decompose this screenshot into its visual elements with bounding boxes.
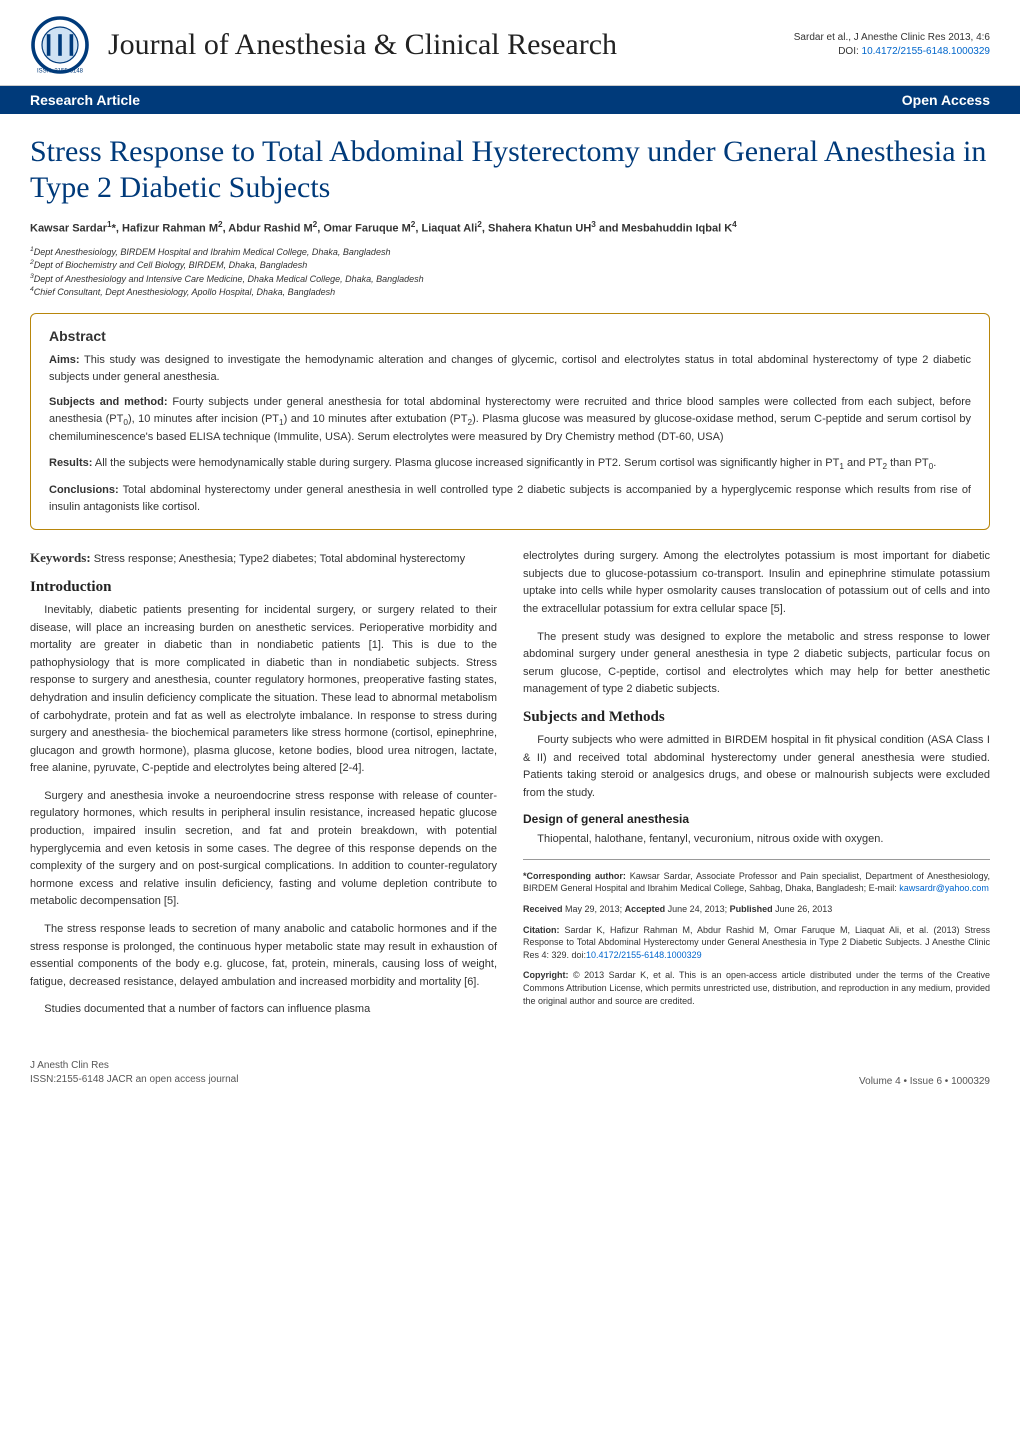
doi-line: DOI: 10.4172/2155-6148.1000329 (794, 45, 990, 59)
abstract-conclusions: Conclusions: Total abdominal hysterectom… (49, 482, 971, 515)
affiliation-2: 2Dept of Biochemistry and Cell Biology, … (30, 258, 990, 272)
subjects-para: Fourty subjects who were admitted in BIR… (523, 732, 990, 802)
citation-block: Citation: Sardar K, Hafizur Rahman M, Ab… (523, 924, 990, 962)
abstract-box: Abstract Aims: This study was designed t… (30, 313, 990, 530)
abstract-heading: Abstract (49, 328, 971, 344)
journal-logo-icon: ISSN: 2155-6148 (30, 15, 90, 75)
copyright-block: Copyright: © 2013 Sardar K, et al. This … (523, 969, 990, 1007)
footer-issn: ISSN:2155-6148 JACR an open access journ… (30, 1073, 238, 1087)
abstract-results: Results: All the subjects were hemodynam… (49, 455, 971, 474)
abstract-aims: Aims: This study was designed to investi… (49, 352, 971, 385)
right-lead-para-1: electrolytes during surgery. Among the e… (523, 548, 990, 618)
page-footer: J Anesth Clin Res ISSN:2155-6148 JACR an… (0, 1049, 1020, 1105)
affiliation-3: 3Dept of Anesthesiology and Intensive Ca… (30, 272, 990, 286)
footer-right: Volume 4 • Issue 6 • 1000329 (859, 1076, 990, 1087)
info-divider-1 (523, 859, 990, 860)
received-dates-block: Received May 29, 2013; Accepted June 24,… (523, 903, 990, 916)
article-type-band: Research Article Open Access (0, 86, 1020, 114)
affiliation-4: 4Chief Consultant, Dept Anesthesiology, … (30, 285, 990, 299)
footer-journal-abbr: J Anesth Clin Res (30, 1059, 238, 1073)
band-right: Open Access (902, 92, 990, 108)
page-header: ISSN: 2155-6148 Journal of Anesthesia & … (0, 0, 1020, 86)
corresponding-author-block: *Corresponding author: Kawsar Sardar, As… (523, 870, 990, 895)
subjects-methods-heading: Subjects and Methods (523, 709, 990, 726)
citation-text: Sardar et al., J Anesthe Clinic Res 2013… (794, 31, 990, 45)
two-column-body: Keywords: Stress response; Anesthesia; T… (30, 548, 990, 1029)
main-content: Stress Response to Total Abdominal Hyste… (0, 114, 1020, 1049)
doi-link[interactable]: 10.4172/2155-6148.1000329 (862, 46, 990, 57)
affiliations: 1Dept Anesthesiology, BIRDEM Hospital an… (30, 245, 990, 299)
left-column: Keywords: Stress response; Anesthesia; T… (30, 548, 497, 1029)
abstract-methods: Subjects and method: Fourty subjects und… (49, 394, 971, 446)
introduction-heading: Introduction (30, 579, 497, 596)
right-lead-para-2: The present study was designed to explor… (523, 629, 990, 699)
svg-text:ISSN: 2155-6148: ISSN: 2155-6148 (37, 69, 84, 75)
footer-left: J Anesth Clin Res ISSN:2155-6148 JACR an… (30, 1059, 238, 1087)
right-column: electrolytes during surgery. Among the e… (523, 548, 990, 1029)
design-heading: Design of general anesthesia (523, 812, 990, 826)
keywords-line: Keywords: Stress response; Anesthesia; T… (30, 548, 497, 569)
intro-para-2: Surgery and anesthesia invoke a neuroend… (30, 788, 497, 911)
affiliation-1: 1Dept Anesthesiology, BIRDEM Hospital an… (30, 245, 990, 259)
intro-para-4: Studies documented that a number of fact… (30, 1001, 497, 1019)
intro-para-1: Inevitably, diabetic patients presenting… (30, 602, 497, 778)
journal-title: Journal of Anesthesia & Clinical Researc… (108, 28, 794, 62)
band-left: Research Article (30, 92, 140, 108)
design-para: Thiopental, halothane, fentanyl, vecuron… (523, 831, 990, 849)
paper-title: Stress Response to Total Abdominal Hyste… (30, 134, 990, 206)
authors-line: Kawsar Sardar1*, Hafizur Rahman M2, Abdu… (30, 220, 990, 235)
header-citation: Sardar et al., J Anesthe Clinic Res 2013… (794, 31, 990, 59)
intro-para-3: The stress response leads to secretion o… (30, 921, 497, 991)
